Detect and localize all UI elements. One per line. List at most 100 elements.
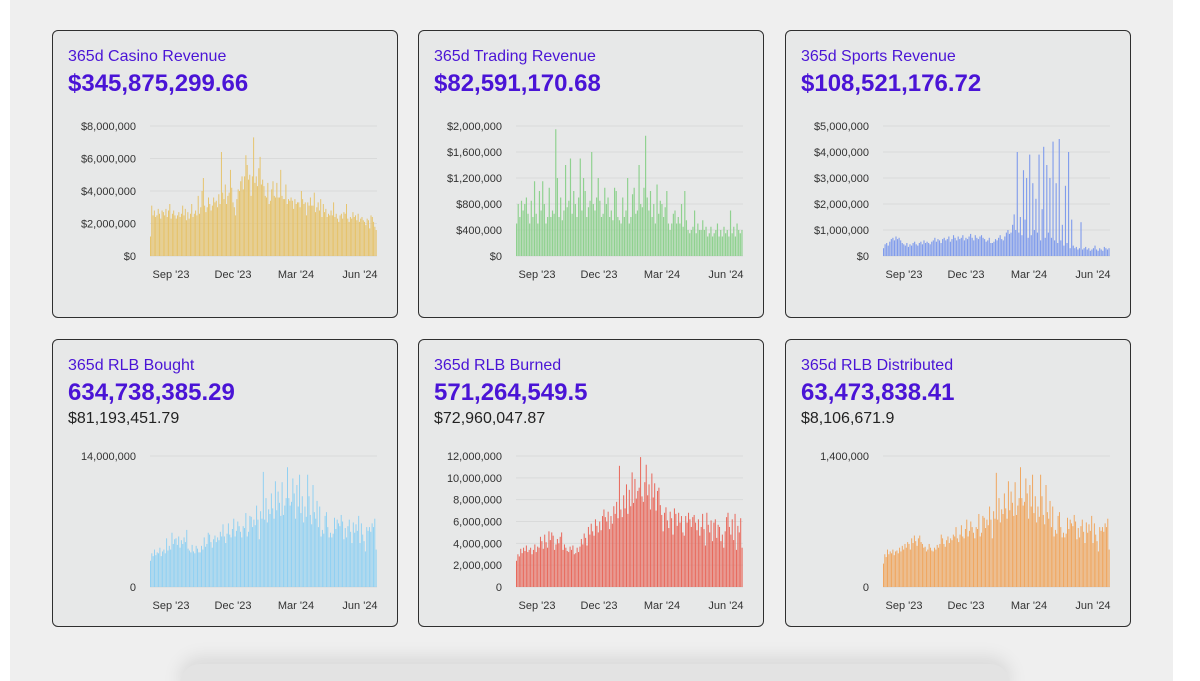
bar bbox=[549, 540, 551, 587]
bar bbox=[645, 464, 647, 587]
bar bbox=[301, 496, 303, 587]
bar bbox=[1019, 217, 1021, 256]
bar bbox=[677, 217, 679, 256]
bar bbox=[354, 532, 356, 587]
bar bbox=[332, 533, 334, 587]
bar bbox=[709, 532, 711, 587]
bar bbox=[350, 531, 352, 587]
x-tick-label: Dec '23 bbox=[215, 600, 252, 612]
x-tick-label: Jun '24 bbox=[708, 269, 743, 281]
bar bbox=[912, 243, 914, 256]
bar bbox=[904, 245, 906, 256]
bar bbox=[662, 217, 665, 256]
bar bbox=[903, 549, 905, 587]
bar bbox=[222, 192, 224, 257]
bar bbox=[908, 543, 910, 587]
bar bbox=[981, 532, 983, 587]
bar bbox=[215, 542, 217, 587]
bar bbox=[940, 243, 942, 256]
bar bbox=[1021, 235, 1023, 256]
bar bbox=[184, 542, 186, 587]
bar bbox=[229, 534, 231, 587]
bar bbox=[365, 225, 367, 257]
bar bbox=[931, 550, 933, 587]
bar bbox=[250, 516, 252, 587]
bar bbox=[893, 240, 895, 256]
bar bbox=[723, 226, 725, 256]
bar bbox=[174, 539, 176, 587]
bar bbox=[704, 545, 706, 587]
bar bbox=[887, 245, 889, 256]
y-tick-label: 4,000,000 bbox=[453, 538, 502, 550]
bar bbox=[1072, 526, 1074, 587]
bar bbox=[611, 523, 613, 587]
bar bbox=[1001, 239, 1003, 256]
bar bbox=[703, 529, 705, 587]
bar bbox=[596, 197, 598, 256]
bar bbox=[231, 528, 233, 587]
x-tick-label: Mar '24 bbox=[278, 269, 314, 281]
bar bbox=[232, 202, 234, 257]
bar bbox=[636, 210, 639, 256]
bar bbox=[561, 220, 563, 256]
bar bbox=[1054, 529, 1056, 587]
bar bbox=[320, 536, 322, 587]
bar bbox=[540, 210, 542, 256]
bar bbox=[910, 245, 913, 256]
bar bbox=[160, 218, 162, 257]
bar bbox=[946, 239, 948, 256]
bar bbox=[718, 236, 720, 256]
bar bbox=[529, 223, 531, 256]
bar bbox=[296, 485, 298, 587]
bar bbox=[196, 215, 198, 257]
bar bbox=[532, 549, 534, 587]
card-title: 365d RLB Distributed bbox=[801, 357, 954, 374]
bar bbox=[353, 217, 355, 256]
bar bbox=[200, 207, 202, 256]
y-tick-label: $3,000,000 bbox=[814, 173, 869, 185]
bar bbox=[313, 512, 315, 587]
bar bbox=[963, 240, 965, 256]
bar bbox=[553, 213, 555, 256]
bar bbox=[952, 534, 954, 587]
bar bbox=[900, 240, 902, 256]
bar bbox=[990, 519, 992, 587]
bar bbox=[238, 191, 240, 256]
bar bbox=[1101, 527, 1103, 587]
bar bbox=[721, 534, 723, 587]
bar bbox=[213, 539, 215, 587]
x-tick-label: Jun '24 bbox=[1075, 269, 1110, 281]
bar bbox=[528, 549, 530, 587]
bar bbox=[174, 215, 176, 257]
bar bbox=[617, 217, 619, 256]
bar bbox=[976, 237, 978, 256]
bar bbox=[954, 237, 956, 256]
bar bbox=[1050, 527, 1052, 587]
y-tick-label: 14,000,000 bbox=[81, 451, 136, 463]
bar bbox=[954, 536, 956, 587]
bar bbox=[192, 217, 194, 256]
bar bbox=[564, 165, 567, 256]
bar bbox=[220, 152, 222, 256]
bar bbox=[736, 223, 738, 256]
bar bbox=[367, 220, 369, 256]
x-tick-label: Sep '23 bbox=[153, 269, 190, 281]
bar bbox=[684, 191, 686, 256]
bar bbox=[282, 199, 284, 257]
bar bbox=[573, 554, 575, 587]
bar bbox=[1068, 528, 1070, 587]
bar bbox=[602, 516, 604, 587]
x-tick-label: Dec '23 bbox=[215, 269, 252, 281]
x-tick-label: Dec '23 bbox=[581, 269, 618, 281]
bar bbox=[171, 532, 173, 587]
bar bbox=[1099, 527, 1101, 587]
bar bbox=[630, 506, 632, 587]
bar bbox=[620, 509, 622, 587]
card-value: $345,875,299.66 bbox=[68, 70, 249, 97]
bar bbox=[899, 547, 901, 587]
bar bbox=[291, 501, 293, 587]
bar bbox=[1045, 485, 1047, 587]
bar bbox=[924, 243, 927, 256]
bar bbox=[1046, 512, 1048, 587]
bar bbox=[221, 536, 223, 587]
